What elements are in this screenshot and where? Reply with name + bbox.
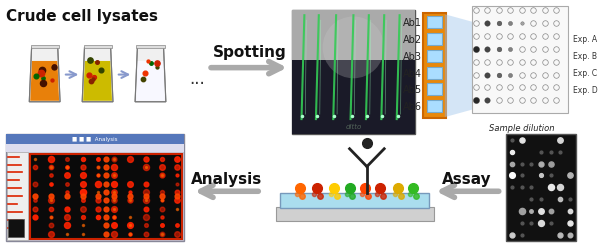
Text: Ab3: Ab3: [403, 52, 422, 61]
FancyBboxPatch shape: [31, 46, 59, 49]
Text: Spotting: Spotting: [212, 45, 286, 60]
FancyBboxPatch shape: [427, 84, 442, 96]
FancyBboxPatch shape: [6, 144, 184, 152]
Polygon shape: [83, 62, 112, 101]
Text: ...: ...: [189, 69, 205, 87]
Text: Ab2: Ab2: [403, 35, 422, 45]
FancyBboxPatch shape: [422, 14, 446, 119]
FancyBboxPatch shape: [30, 154, 182, 239]
FancyBboxPatch shape: [83, 46, 112, 49]
Polygon shape: [136, 62, 165, 101]
Text: Crude cell lysates: Crude cell lysates: [6, 9, 158, 24]
Text: Exp. D: Exp. D: [573, 86, 598, 94]
FancyBboxPatch shape: [292, 11, 415, 134]
FancyBboxPatch shape: [6, 134, 184, 144]
FancyBboxPatch shape: [292, 11, 415, 67]
Polygon shape: [29, 48, 60, 102]
FancyBboxPatch shape: [292, 60, 415, 134]
Text: Ab6: Ab6: [403, 102, 422, 112]
FancyBboxPatch shape: [472, 7, 568, 114]
FancyBboxPatch shape: [7, 152, 28, 240]
FancyBboxPatch shape: [427, 34, 442, 46]
FancyBboxPatch shape: [427, 67, 442, 79]
FancyBboxPatch shape: [8, 219, 23, 237]
Text: Analysis: Analysis: [191, 171, 262, 186]
Text: Exp. C: Exp. C: [573, 69, 597, 78]
Polygon shape: [445, 15, 473, 118]
Text: ditto: ditto: [346, 123, 362, 130]
Ellipse shape: [323, 17, 384, 79]
FancyBboxPatch shape: [506, 134, 575, 241]
Text: Sample dilution: Sample dilution: [489, 123, 554, 133]
Text: Exp. B: Exp. B: [573, 52, 597, 61]
FancyBboxPatch shape: [427, 101, 442, 113]
Polygon shape: [82, 48, 113, 102]
Text: Ab4: Ab4: [403, 68, 422, 78]
FancyBboxPatch shape: [280, 194, 430, 209]
Text: Ab1: Ab1: [403, 18, 422, 28]
FancyBboxPatch shape: [427, 17, 442, 29]
Polygon shape: [30, 62, 59, 101]
FancyBboxPatch shape: [275, 207, 434, 221]
Text: ■ ■ ■  Analysis: ■ ■ ■ Analysis: [73, 137, 118, 142]
FancyBboxPatch shape: [136, 46, 164, 49]
Polygon shape: [135, 48, 166, 102]
FancyBboxPatch shape: [427, 51, 442, 62]
Text: Ab5: Ab5: [403, 85, 422, 95]
FancyBboxPatch shape: [6, 134, 184, 241]
Text: Exp. A: Exp. A: [573, 35, 597, 44]
Text: Assay: Assay: [442, 171, 492, 186]
